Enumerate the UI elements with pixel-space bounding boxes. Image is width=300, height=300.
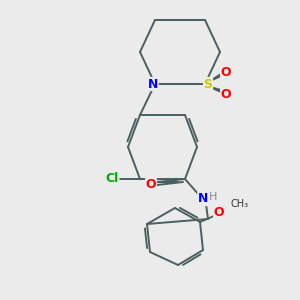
Text: H: H <box>209 192 217 202</box>
Text: O: O <box>214 206 224 218</box>
Text: N: N <box>198 193 208 206</box>
Text: CH₃: CH₃ <box>231 199 249 209</box>
Text: Cl: Cl <box>105 172 119 185</box>
Text: N: N <box>148 77 158 91</box>
Text: O: O <box>221 88 231 100</box>
Text: S: S <box>203 77 212 91</box>
Text: O: O <box>221 65 231 79</box>
Text: O: O <box>146 178 156 190</box>
